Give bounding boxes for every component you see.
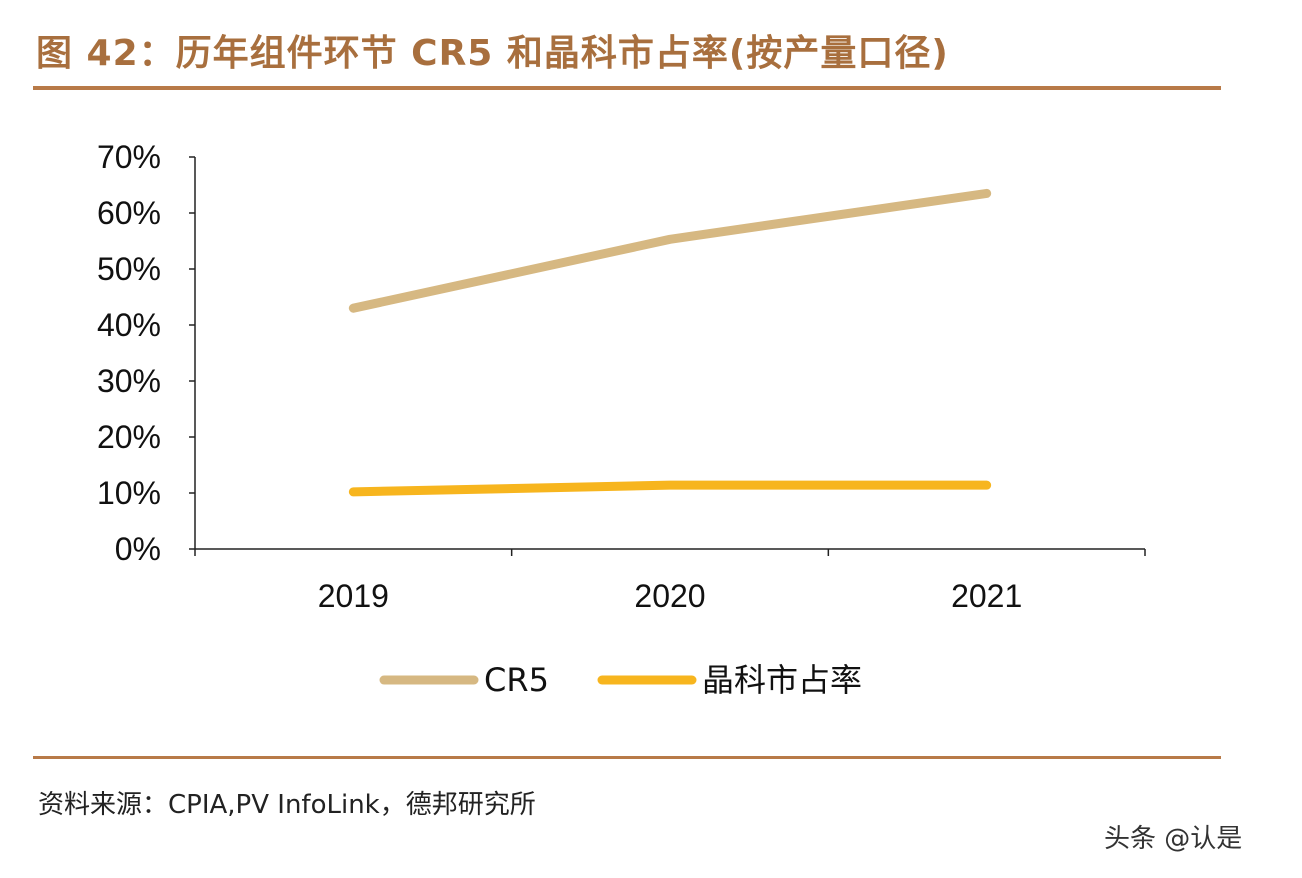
y-tick-label: 30% <box>97 363 161 399</box>
series-line-1 <box>348 480 992 497</box>
figure-title: 图 42：历年组件环节 CR5 和晶科市占率(按产量口径) <box>36 33 949 74</box>
watermark: 头条 @认是 <box>1104 824 1243 854</box>
y-tick-label: 0% <box>115 531 161 567</box>
x-tick-label: 2020 <box>634 578 705 614</box>
bottom-divider <box>33 756 1221 759</box>
y-tick-label: 60% <box>97 195 161 231</box>
source-note: 资料来源：CPIA,PV InfoLink，德邦研究所 <box>38 790 536 820</box>
series-line-0 <box>348 188 992 313</box>
legend-label: 晶科市占率 <box>702 661 862 699</box>
y-tick-label: 40% <box>97 307 161 343</box>
y-tick-label: 70% <box>97 139 161 175</box>
legend-label: CR5 <box>484 661 549 699</box>
y-tick-label: 50% <box>97 251 161 287</box>
y-tick-label: 10% <box>97 475 161 511</box>
top-divider <box>33 86 1221 90</box>
x-tick-label: 2019 <box>318 578 389 614</box>
y-tick-label: 20% <box>97 419 161 455</box>
x-tick-label: 2021 <box>951 578 1022 614</box>
